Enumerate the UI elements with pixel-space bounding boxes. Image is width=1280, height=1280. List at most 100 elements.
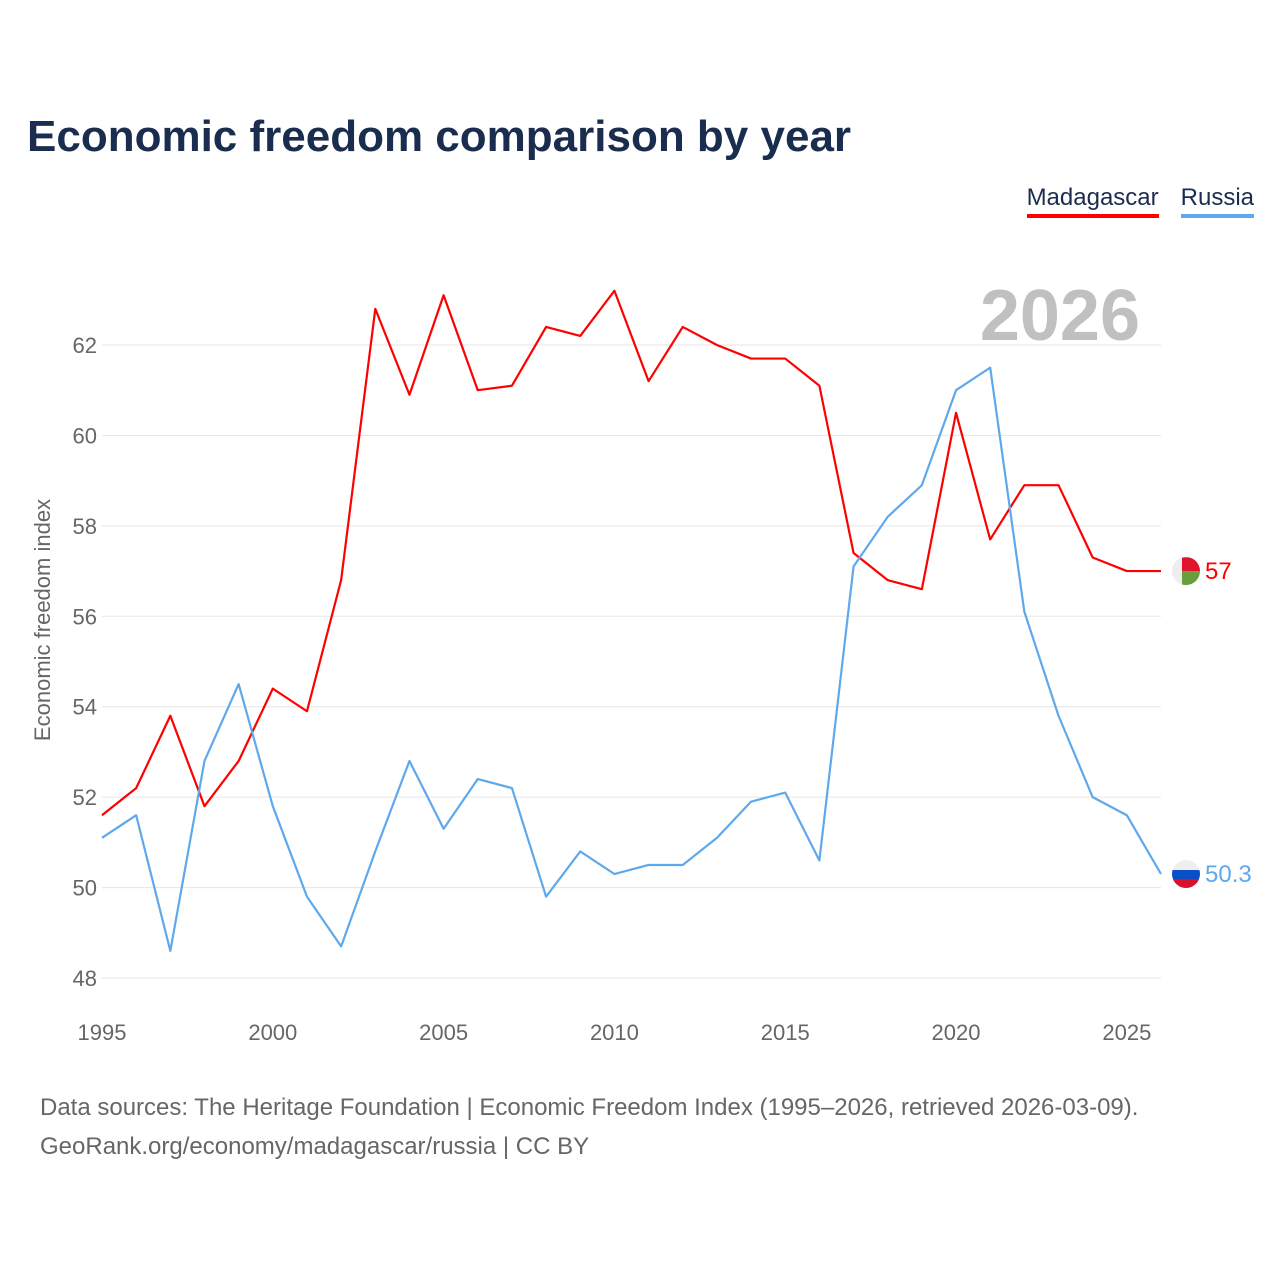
data-point-russia (1159, 872, 1163, 876)
x-tick-label: 2010 (590, 1020, 639, 1045)
legend-russia[interactable]: Russia (1180, 184, 1254, 218)
chart-title: Economic freedom comparison by year (27, 112, 852, 161)
x-tick-label: 2020 (932, 1020, 981, 1045)
data-point-madagascar (339, 578, 343, 582)
data-point-madagascar (271, 687, 275, 691)
end-value-label: 50.3 (1205, 861, 1252, 888)
data-point-madagascar (202, 804, 206, 808)
flag-green (1182, 571, 1200, 586)
x-tick-label: 2000 (248, 1020, 297, 1045)
data-point-russia (817, 858, 821, 862)
data-point-madagascar (715, 343, 719, 347)
data-point-russia (920, 483, 924, 487)
data-point-russia (1057, 714, 1061, 718)
flag-madagascar-icon (1172, 557, 1200, 586)
data-point-russia (271, 804, 275, 808)
x-tick-label: 2025 (1102, 1020, 1151, 1045)
data-point-russia (954, 388, 958, 392)
footer-url: GeoRank.org/economy/madagascar/russia | … (40, 1133, 590, 1160)
data-point-madagascar (852, 551, 856, 555)
flag-red (1182, 557, 1200, 572)
x-tick-label: 2015 (761, 1020, 810, 1045)
data-point-madagascar (783, 357, 787, 361)
footer-sources: Data sources: The Heritage Foundation | … (40, 1094, 1139, 1121)
data-point-madagascar (817, 384, 821, 388)
data-point-russia (1091, 795, 1095, 799)
data-point-russia (100, 836, 104, 840)
data-point-russia (1022, 610, 1026, 614)
flag-blue (1172, 870, 1200, 880)
line-chart: 2026 Economic freedom index 48 50 52 54 56 58… (30, 276, 1252, 1045)
data-point-madagascar (476, 388, 480, 392)
data-point-madagascar (100, 813, 104, 817)
data-point-madagascar (1057, 483, 1061, 487)
data-point-madagascar (1022, 483, 1026, 487)
y-tick-label: 56 (73, 604, 97, 629)
x-tick-label: 2005 (419, 1020, 468, 1045)
series-line-russia (101, 366, 1162, 952)
flag-red (1172, 879, 1200, 889)
data-point-russia (373, 849, 377, 853)
data-point-madagascar (237, 759, 241, 763)
end-value-label: 57 (1205, 558, 1232, 585)
data-point-russia (647, 863, 651, 867)
data-point-russia (237, 682, 241, 686)
y-tick-label: 60 (73, 423, 97, 448)
data-point-madagascar (510, 384, 514, 388)
y-tick-label: 62 (73, 333, 97, 358)
data-point-madagascar (578, 334, 582, 338)
data-point-madagascar (373, 307, 377, 311)
data-point-russia (476, 777, 480, 781)
data-point-madagascar (168, 714, 172, 718)
data-point-madagascar (134, 786, 138, 790)
data-point-russia (681, 863, 685, 867)
data-point-madagascar (954, 411, 958, 415)
data-point-madagascar (1159, 569, 1163, 573)
y-tick-label: 48 (73, 966, 97, 991)
data-point-russia (852, 565, 856, 569)
data-point-russia (783, 791, 787, 795)
data-point-madagascar (305, 709, 309, 713)
data-point-madagascar (681, 325, 685, 329)
flag-body (1172, 557, 1200, 586)
y-tick-label: 52 (73, 785, 97, 810)
data-point-madagascar (612, 289, 616, 293)
data-point-madagascar (920, 587, 924, 591)
data-point-russia (1125, 813, 1129, 817)
data-point-russia (544, 895, 548, 899)
year-watermark: 2026 (980, 276, 1140, 356)
data-point-russia (886, 515, 890, 519)
flag-russia-icon (1172, 860, 1200, 889)
data-point-russia (442, 827, 446, 831)
data-point-russia (339, 944, 343, 948)
data-point-russia (612, 872, 616, 876)
data-point-madagascar (886, 578, 890, 582)
data-point-madagascar (749, 357, 753, 361)
data-point-russia (407, 759, 411, 763)
legend-madagascar[interactable]: Madagascar (1026, 184, 1159, 218)
data-point-russia (134, 813, 138, 817)
data-point-russia (715, 836, 719, 840)
data-point-russia (305, 895, 309, 899)
data-point-madagascar (442, 293, 446, 297)
data-point-russia (168, 949, 172, 953)
flag-body (1172, 860, 1200, 889)
y-axis-label: Economic freedom index (30, 499, 55, 741)
data-point-madagascar (407, 393, 411, 397)
y-tick-label: 58 (73, 514, 97, 539)
flag-white (1172, 860, 1200, 871)
data-point-russia (749, 800, 753, 804)
series-line-madagascar (101, 289, 1161, 817)
data-point-russia (988, 366, 992, 370)
y-tick-label: 50 (73, 876, 97, 901)
data-point-madagascar (1125, 569, 1129, 573)
data-point-russia (510, 786, 514, 790)
y-tick-label: 54 (73, 695, 97, 720)
data-point-madagascar (647, 379, 651, 383)
data-point-madagascar (544, 325, 548, 329)
legend: Madagascar Russia (1026, 184, 1254, 218)
x-tick-label: 1995 (78, 1020, 127, 1045)
footer: Data sources: The Heritage Foundation | … (40, 1088, 1138, 1166)
data-point-russia (578, 849, 582, 853)
data-point-russia (202, 759, 206, 763)
